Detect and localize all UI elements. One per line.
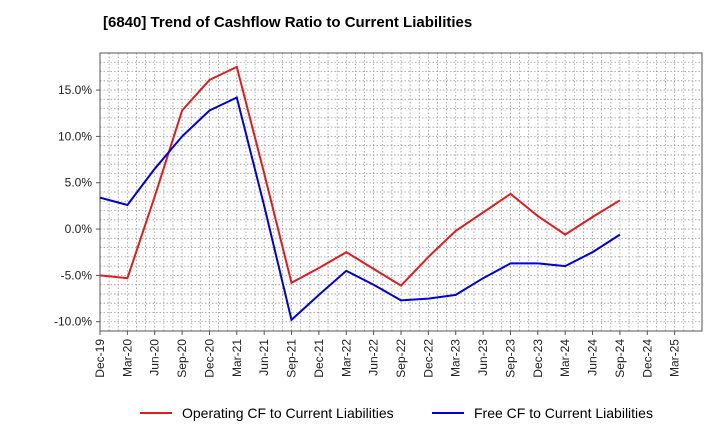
x-tick-label: Dec-20 [202, 339, 216, 378]
x-tick-label: Mar-23 [449, 339, 463, 377]
x-tick-label: Jun-23 [476, 339, 490, 376]
y-tick-label: 10.0% [58, 129, 92, 143]
x-tick-label: Sep-20 [175, 339, 189, 378]
x-tick-label: Mar-25 [668, 339, 682, 377]
x-tick-label: Dec-22 [421, 339, 435, 378]
y-tick-label: 5.0% [65, 176, 93, 190]
x-tick-label: Mar-21 [230, 339, 244, 377]
legend-item-operating-cf: Operating CF to Current Liabilities [140, 405, 394, 421]
x-tick-label: Dec-19 [93, 339, 107, 378]
x-tick-label: Jun-20 [148, 339, 162, 376]
x-tick-label: Jun-21 [257, 339, 271, 376]
series-line-free-cf [99, 96, 621, 322]
y-tick-label: 15.0% [58, 83, 92, 97]
x-tick-label: Dec-24 [640, 339, 654, 378]
chart-title: [6840] Trend of Cashflow Ratio to Curren… [103, 14, 473, 31]
x-tick-label: Mar-22 [339, 339, 353, 377]
x-tick-label: Jun-22 [367, 339, 381, 376]
x-tick-label: Dec-21 [312, 339, 326, 378]
legend-label-operating-cf: Operating CF to Current Liabilities [182, 405, 394, 421]
x-tick-label: Sep-21 [285, 339, 299, 378]
series-line-operating-cf [99, 65, 621, 287]
legend-item-free-cf: Free CF to Current Liabilities [432, 405, 653, 421]
y-tick-label: -10.0% [54, 315, 92, 329]
x-tick-label: Sep-24 [613, 339, 627, 378]
legend-label-free-cf: Free CF to Current Liabilities [474, 405, 653, 421]
x-tick-label: Sep-22 [394, 339, 408, 378]
y-tick-label: -5.0% [61, 268, 93, 282]
y-tick-label: 0.0% [65, 222, 93, 236]
x-tick-label: Mar-20 [120, 339, 134, 377]
legend-swatch-free-cf [432, 412, 464, 414]
x-tick-label: Dec-23 [531, 339, 545, 378]
x-tick-label: Sep-23 [503, 339, 517, 378]
legend-swatch-operating-cf [140, 412, 172, 414]
x-tick-label: Jun-24 [586, 339, 600, 376]
x-tick-label: Mar-24 [558, 339, 572, 377]
